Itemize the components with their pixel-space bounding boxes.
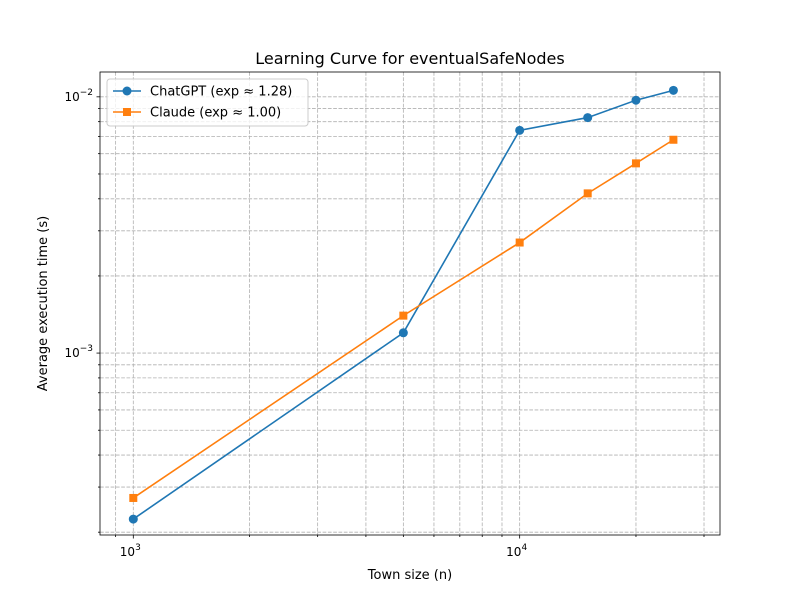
data-point — [631, 95, 641, 105]
series-layer — [128, 85, 678, 524]
data-point — [668, 85, 678, 95]
chart-title: Learning Curve for eventualSafeNodes — [255, 49, 564, 68]
series-1 — [129, 135, 678, 502]
x-axis-label: Town size (n) — [367, 568, 452, 583]
y-axis-label: Average execution time (s) — [36, 216, 51, 391]
legend-item: ChatGPT (exp ≈ 1.28) — [113, 85, 292, 100]
data-point — [515, 125, 525, 135]
legend-marker — [122, 86, 132, 96]
legend: ChatGPT (exp ≈ 1.28) Claude (exp ≈ 1.00) — [106, 78, 309, 127]
data-point — [128, 514, 138, 524]
series-line — [132, 139, 674, 499]
data-point — [398, 328, 408, 338]
legend-label: ChatGPT (exp ≈ 1.28) — [150, 85, 292, 100]
data-point — [399, 311, 408, 320]
legend-marker — [123, 108, 131, 116]
data-point — [515, 238, 524, 247]
series-line — [132, 89, 674, 520]
y-tick-label: 10−3 — [64, 344, 93, 360]
ticks: 103 104 10−3 10−2 — [64, 88, 705, 559]
legend-item: Claude (exp ≈ 1.00) — [113, 106, 281, 121]
data-point — [129, 493, 138, 502]
data-point — [583, 113, 593, 123]
x-tick-label: 104 — [506, 543, 527, 559]
plot-frame — [99, 71, 721, 536]
legend-label: Claude (exp ≈ 1.00) — [150, 106, 281, 121]
data-point — [631, 159, 640, 168]
x-tick-label: 103 — [120, 543, 141, 559]
y-tick-label: 10−2 — [64, 88, 93, 104]
data-point — [583, 189, 592, 198]
legend-box — [106, 78, 309, 127]
data-point — [669, 135, 678, 144]
series-0 — [128, 85, 678, 524]
